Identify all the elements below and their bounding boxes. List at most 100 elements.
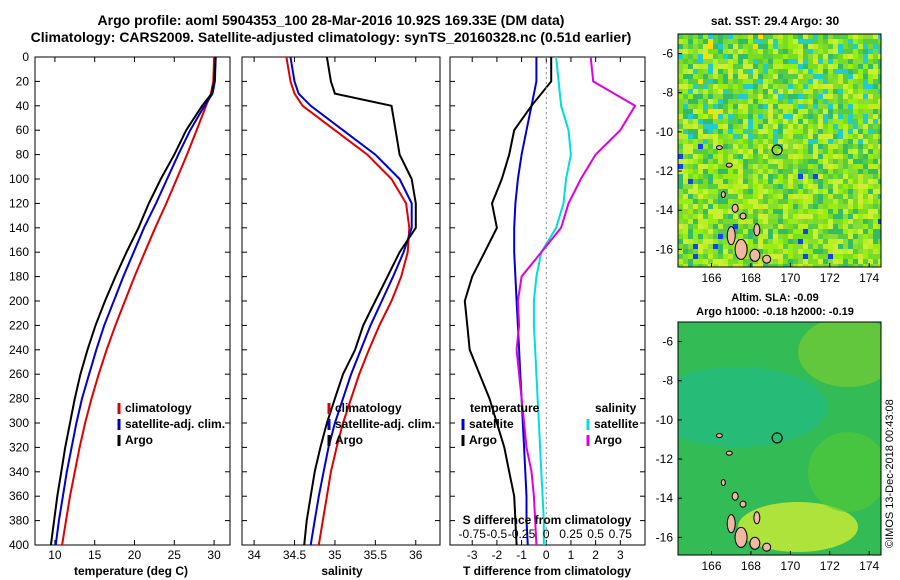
sst-cell <box>763 99 768 104</box>
sst-cell <box>678 174 683 179</box>
sst-cell <box>853 229 858 234</box>
sst-cell <box>838 249 843 254</box>
sst-cell <box>728 129 733 134</box>
sst-cell <box>863 174 868 179</box>
sst-cell <box>863 194 868 199</box>
sst-cell <box>743 104 748 109</box>
sla-map-title-1: Altim. SLA: -0.09 <box>731 292 818 304</box>
sst-cell <box>738 99 743 104</box>
sst-cell <box>783 54 788 59</box>
sst-cell <box>733 34 738 39</box>
sst-cell <box>738 259 743 264</box>
sst-cell <box>738 124 743 129</box>
sst-cell <box>678 154 683 159</box>
sst-cell <box>868 89 873 94</box>
sst-cell <box>728 99 733 104</box>
sst-cell <box>778 34 783 39</box>
sst-cell <box>763 34 768 39</box>
sst-cell <box>723 224 728 229</box>
sst-cell <box>843 49 848 54</box>
sst-cell <box>763 89 768 94</box>
sst-cell <box>718 194 723 199</box>
sst-cell <box>713 179 718 184</box>
sst-cell <box>823 84 828 89</box>
sst-cell <box>738 179 743 184</box>
sst-cell <box>758 69 763 74</box>
lat-tick-label: -16 <box>656 530 674 544</box>
sst-cell <box>743 154 748 159</box>
sst-cell <box>708 64 713 69</box>
sst-cell <box>713 219 718 224</box>
sst-cell <box>833 64 838 69</box>
sst-cell <box>723 189 728 194</box>
sst-cell <box>748 54 753 59</box>
sst-cell <box>733 54 738 59</box>
sst-cell <box>878 94 881 99</box>
sst-cell <box>873 124 878 129</box>
sst-cell <box>868 119 873 124</box>
sst-cell <box>708 229 713 234</box>
legend-title-salinity: salinity <box>595 401 637 415</box>
sst-cell <box>718 109 723 114</box>
sst-cell <box>708 259 713 264</box>
sst-cell <box>688 34 693 39</box>
sst-cell <box>698 54 703 59</box>
sst-cell <box>748 194 753 199</box>
sst-cell <box>728 134 733 139</box>
sst-cell <box>693 169 698 174</box>
sst-cell <box>688 179 693 184</box>
sst-cell <box>878 259 881 264</box>
sst-cell <box>853 54 858 59</box>
sst-cell <box>768 229 773 234</box>
sst-cell <box>853 59 858 64</box>
sst-cell <box>868 109 873 114</box>
sst-cell <box>798 154 803 159</box>
sst-cell <box>753 79 758 84</box>
sst-cell <box>733 39 738 44</box>
sst-cell <box>818 219 823 224</box>
sst-cell <box>793 94 798 99</box>
sst-cell <box>798 244 803 249</box>
sst-cell <box>818 234 823 239</box>
sst-cell <box>758 74 763 79</box>
sst-cell <box>843 74 848 79</box>
sst-cell <box>683 204 688 209</box>
sst-cell <box>758 124 763 129</box>
sst-cell <box>773 209 778 214</box>
sst-cell <box>783 49 788 54</box>
sst-cell <box>703 129 708 134</box>
sst-cell <box>823 259 828 264</box>
sst-cell <box>723 69 728 74</box>
sst-cell <box>743 199 748 204</box>
sst-cell <box>803 79 808 84</box>
legend-label: climatology <box>125 401 192 415</box>
sst-cell <box>723 49 728 54</box>
x-tick-label: 35 <box>328 548 342 562</box>
sst-cell <box>733 59 738 64</box>
legend-label: satellite-adj. clim. <box>335 417 435 431</box>
sst-cell <box>873 49 878 54</box>
sst-cell <box>688 114 693 119</box>
sst-cell <box>728 254 733 259</box>
sst-cell <box>828 39 833 44</box>
depth-tick-label: 60 <box>16 123 30 137</box>
sst-cell <box>818 209 823 214</box>
sst-cell <box>833 89 838 94</box>
sst-cell <box>718 249 723 254</box>
sst-cell <box>743 184 748 189</box>
sst-cell <box>878 64 881 69</box>
sst-cell <box>778 264 783 267</box>
sst-cell <box>873 69 878 74</box>
sst-cell <box>853 94 858 99</box>
sst-cell <box>793 89 798 94</box>
sst-cell <box>683 39 688 44</box>
sst-cell <box>708 154 713 159</box>
sst-cell <box>873 84 878 89</box>
sst-cell <box>703 124 708 129</box>
salinity-xlabel: salinity <box>321 564 363 578</box>
sst-cell <box>813 169 818 174</box>
sst-cell <box>703 194 708 199</box>
sst-cell <box>783 134 788 139</box>
depth-tick-label: 240 <box>9 343 29 357</box>
sst-cell <box>753 209 758 214</box>
